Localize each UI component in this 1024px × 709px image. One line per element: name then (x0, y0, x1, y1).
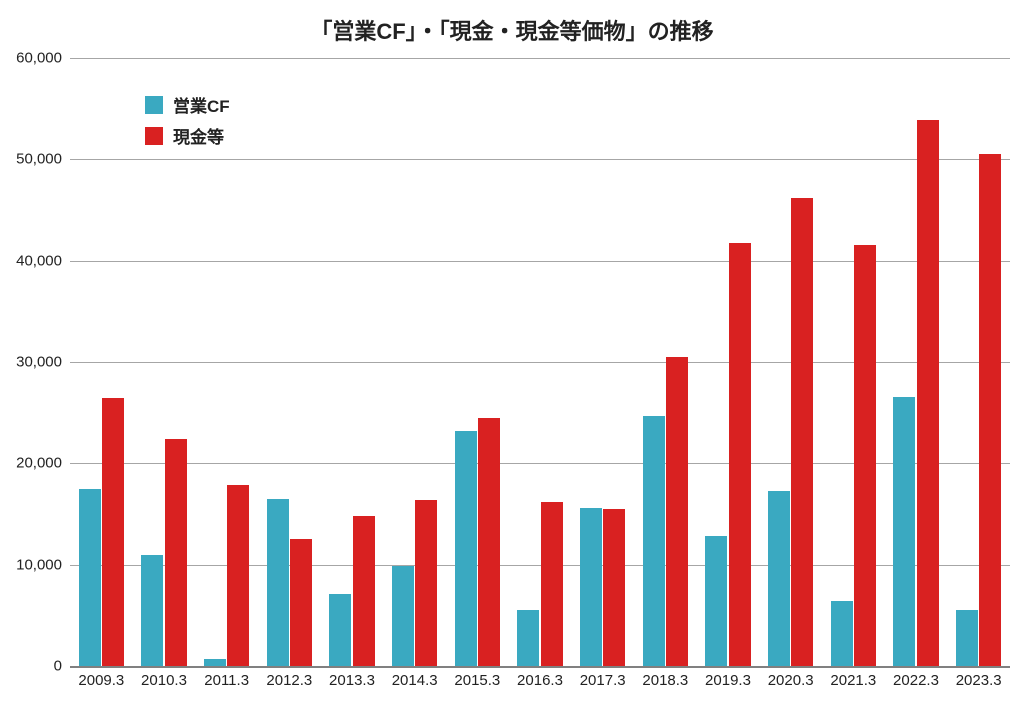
bar (791, 198, 813, 666)
x-tick-label: 2011.3 (204, 672, 249, 689)
legend-swatch (145, 96, 163, 114)
bar (478, 418, 500, 666)
y-tick-label: 40,000 (16, 252, 62, 269)
gridline (70, 58, 1010, 59)
x-tick-label: 2012.3 (266, 672, 312, 689)
bar (831, 601, 853, 666)
bar (227, 485, 249, 666)
x-tick-label: 2020.3 (768, 672, 814, 689)
gridline (70, 666, 1010, 668)
legend-label: 営業CF (173, 92, 230, 117)
bar (893, 397, 915, 666)
legend-item: 現金等 (145, 123, 230, 148)
bar (165, 439, 187, 666)
bar (729, 243, 751, 666)
bar (102, 398, 124, 666)
bar (917, 120, 939, 666)
x-tick-label: 2017.3 (580, 672, 626, 689)
bar (290, 539, 312, 666)
chart-title: 「営業CF」・「現金・現金等価物」の推移 (0, 14, 1024, 46)
chart-container: 「営業CF」・「現金・現金等価物」の推移 0 10,000 20,000 30,000… (0, 0, 1024, 709)
bar (392, 566, 414, 666)
bar (415, 500, 437, 666)
x-tick-label: 2018.3 (642, 672, 688, 689)
bar (541, 502, 563, 666)
legend-item: 営業CF (145, 92, 230, 117)
bar (353, 516, 375, 666)
bar (956, 610, 978, 666)
x-tick-label: 2021.3 (830, 672, 876, 689)
x-tick-label: 2023.3 (956, 672, 1002, 689)
x-tick-label: 2009.3 (78, 672, 124, 689)
y-tick-label: 50,000 (16, 151, 62, 168)
bar (768, 491, 790, 666)
bar (517, 610, 539, 666)
y-tick-label: 0 (54, 658, 62, 675)
bar (329, 594, 351, 666)
bar (267, 499, 289, 666)
x-tick-label: 2010.3 (141, 672, 187, 689)
y-tick-label: 20,000 (16, 455, 62, 472)
legend-swatch (145, 127, 163, 145)
x-tick-label: 2019.3 (705, 672, 751, 689)
y-tick-label: 10,000 (16, 556, 62, 573)
legend-label: 現金等 (173, 123, 224, 148)
x-tick-label: 2015.3 (454, 672, 500, 689)
y-tick-label: 60,000 (16, 50, 62, 67)
bar (79, 489, 101, 666)
x-tick-label: 2022.3 (893, 672, 939, 689)
bar (204, 659, 226, 666)
bar (643, 416, 665, 666)
bar (603, 509, 625, 666)
gridline (70, 159, 1010, 160)
bar (141, 555, 163, 666)
bar (979, 154, 1001, 666)
bar (854, 245, 876, 666)
x-tick-label: 2013.3 (329, 672, 375, 689)
legend: 営業CF 現金等 (145, 92, 230, 152)
x-tick-label: 2014.3 (392, 672, 438, 689)
bar (705, 536, 727, 666)
bar (455, 431, 477, 666)
bar (580, 508, 602, 666)
bar (666, 357, 688, 666)
x-tick-label: 2016.3 (517, 672, 563, 689)
y-tick-label: 30,000 (16, 354, 62, 371)
